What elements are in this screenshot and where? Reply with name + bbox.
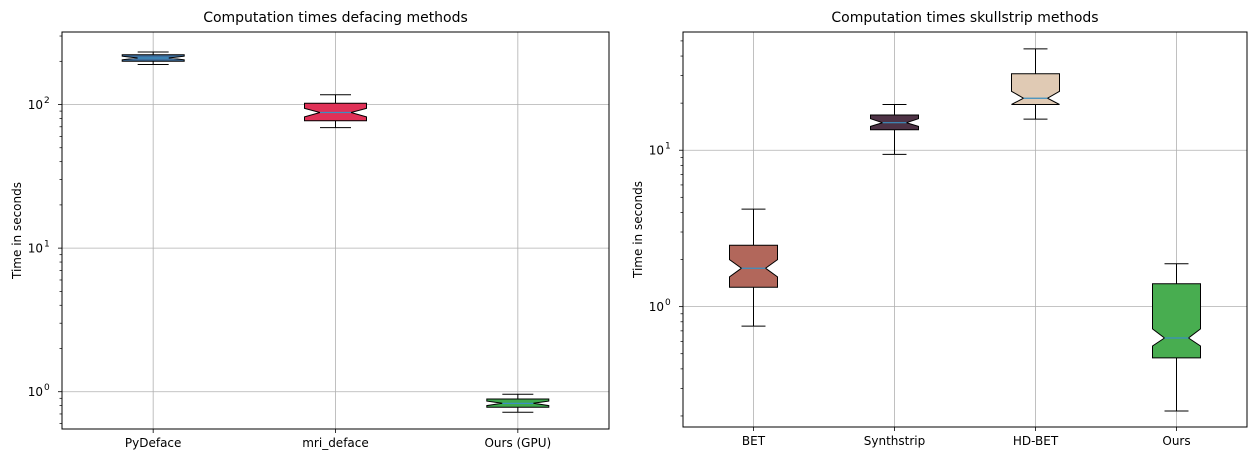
chart-title: Computation times defacing methods <box>203 10 468 26</box>
box-synthstrip <box>870 104 919 155</box>
y-tick-label-exponent: 1 <box>44 240 50 250</box>
box-ours <box>1152 263 1201 412</box>
box-body <box>1011 73 1060 105</box>
x-tick-label: Synthstrip <box>864 434 925 448</box>
chart-title: Computation times skullstrip methods <box>831 10 1098 26</box>
x-tick-label: PyDeface <box>125 436 182 450</box>
box-hd-bet <box>1011 48 1060 120</box>
box-mri-deface <box>304 94 367 129</box>
y-axis-label: Time in seconds <box>631 181 645 279</box>
x-tick-label: HD-BET <box>1013 434 1059 448</box>
y-tick-label-exponent: 2 <box>44 96 50 106</box>
x-tick-label: Ours <box>1162 434 1190 448</box>
y-tick-label: 10 <box>649 144 664 158</box>
axes-frame <box>682 31 1248 428</box>
y-axis-label: Time in seconds <box>10 182 24 280</box>
box-body <box>729 244 778 288</box>
x-tick-label: BET <box>742 434 766 448</box>
y-tick-label: 10 <box>28 98 43 112</box>
y-tick-label: 10 <box>28 385 43 399</box>
y-tick-label-exponent: 0 <box>665 298 671 308</box>
x-tick-label: Ours (GPU) <box>484 436 551 450</box>
x-tick-label: mri_deface <box>302 436 369 450</box>
y-tick-label-exponent: 0 <box>44 383 50 393</box>
box-bet <box>729 208 778 327</box>
y-tick-label: 10 <box>28 242 43 256</box>
box-body <box>1152 283 1201 359</box>
box-pydeface <box>121 51 185 66</box>
box-ours-gpu <box>486 393 550 413</box>
y-tick-label-exponent: 1 <box>665 142 671 152</box>
y-tick-label: 10 <box>649 300 664 314</box>
